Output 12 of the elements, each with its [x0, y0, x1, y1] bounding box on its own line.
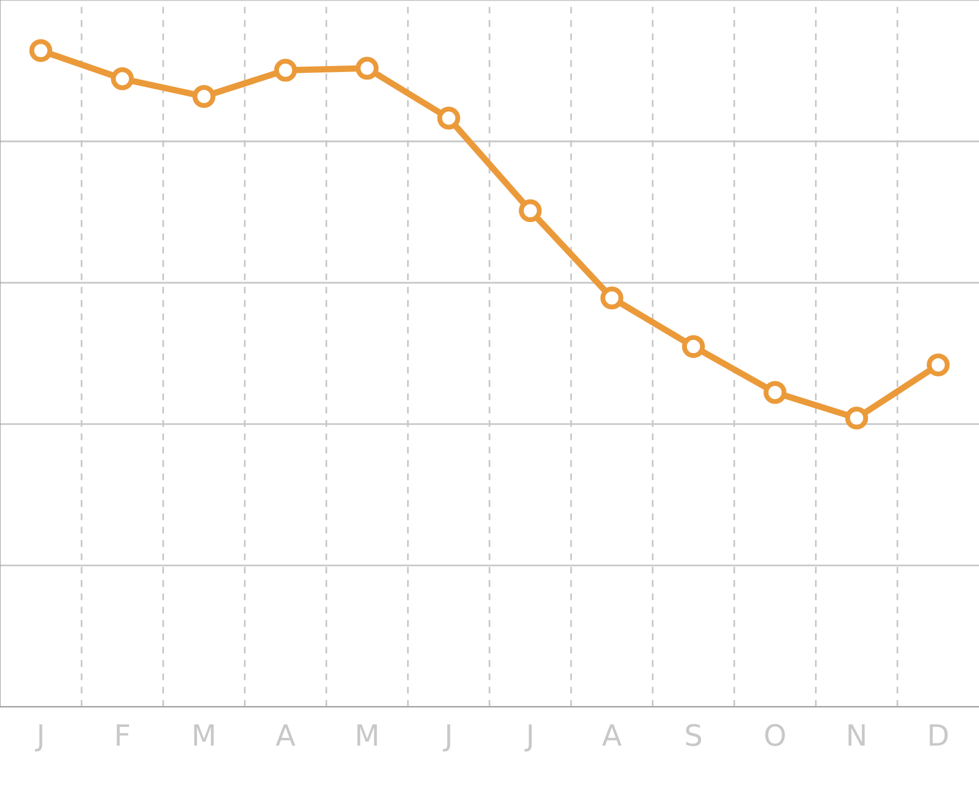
point	[356, 56, 379, 80]
point	[764, 381, 786, 404]
point	[29, 39, 52, 62]
point	[926, 353, 950, 376]
point	[518, 199, 542, 222]
point	[274, 58, 297, 82]
point	[192, 85, 216, 108]
point	[437, 106, 460, 130]
point	[110, 67, 134, 90]
point	[682, 335, 705, 358]
point	[845, 406, 868, 430]
point	[600, 286, 624, 310]
